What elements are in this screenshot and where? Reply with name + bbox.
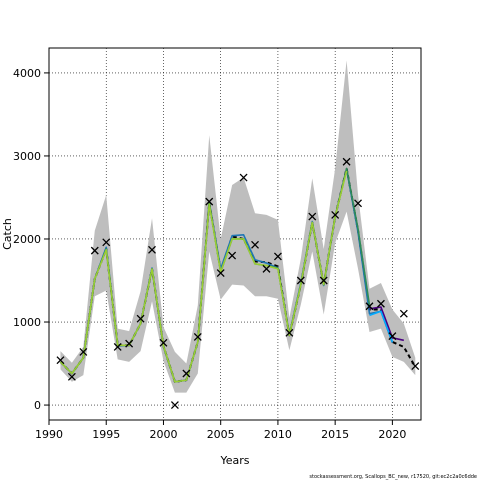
observed-catch-point <box>205 197 214 206</box>
series-line <box>369 310 394 343</box>
observed-catch-point <box>216 269 225 277</box>
confidence-band-area <box>60 60 416 393</box>
y-tick-label: 3000 <box>13 150 41 163</box>
series-lines <box>59 167 417 383</box>
observed-catch-point <box>399 309 408 318</box>
series-line <box>59 170 348 383</box>
y-tick-label: 0 <box>34 399 41 412</box>
confidence-band <box>60 60 416 393</box>
observed-catch-point <box>182 369 191 378</box>
observed-catch-point <box>90 246 99 255</box>
footer-note: stockassessment.org, Scallops_BC_new, r1… <box>309 474 477 480</box>
observed-catch-point <box>308 212 317 221</box>
observed-catch-point <box>376 299 385 308</box>
observed-catch-point <box>411 362 420 370</box>
observed-catch-point <box>113 342 122 351</box>
observed-catch-point <box>170 401 179 410</box>
observed-catch-point <box>342 157 351 166</box>
observed-catch-point <box>273 252 282 261</box>
y-axis-title: Catch <box>1 218 14 250</box>
x-tick-label: 2015 <box>321 428 349 441</box>
observed-catch-point <box>319 276 328 285</box>
observed-catch-point <box>239 173 248 182</box>
observed-catch-point <box>331 210 340 219</box>
series-line <box>369 306 405 342</box>
observed-catch-point <box>354 199 363 208</box>
x-tick-label: 2000 <box>149 428 177 441</box>
observed-catch-point <box>125 339 134 348</box>
x-axis-title: Years <box>219 454 249 467</box>
observed-catch-point <box>365 302 374 311</box>
y-tick-label: 4000 <box>13 67 41 80</box>
observed-catch-point <box>193 333 202 341</box>
observed-catch-point <box>388 332 397 341</box>
observed-catch-point <box>148 245 156 254</box>
observed-catch-point <box>262 264 271 273</box>
x-tick-label: 1995 <box>92 428 120 441</box>
x-tick-label: 2010 <box>264 428 292 441</box>
observed-catch-point <box>228 251 237 260</box>
plot-frame <box>48 47 422 421</box>
observed-catch-point <box>102 238 111 247</box>
y-tick-label: 1000 <box>13 316 41 329</box>
observed-catch-point <box>159 338 168 347</box>
x-axis: 1990 1995 2000 2005 2010 2015 2020 <box>35 420 406 441</box>
observed-catch-point <box>285 328 294 337</box>
observed-catch-point <box>136 314 145 323</box>
y-tick-label: 2000 <box>13 233 41 246</box>
observed-catch-point <box>79 347 88 356</box>
x-tick-label: 2005 <box>207 428 235 441</box>
x-tick-label: 1990 <box>35 428 63 441</box>
x-tick-label: 2020 <box>378 428 406 441</box>
y-axis: 0 1000 2000 3000 4000 <box>13 67 49 412</box>
observed-catch-markers <box>56 157 420 410</box>
observed-catch-point <box>251 240 259 249</box>
observed-catch-point <box>67 372 76 381</box>
observed-catch-point <box>296 276 305 285</box>
observed-catch-point <box>56 356 65 365</box>
